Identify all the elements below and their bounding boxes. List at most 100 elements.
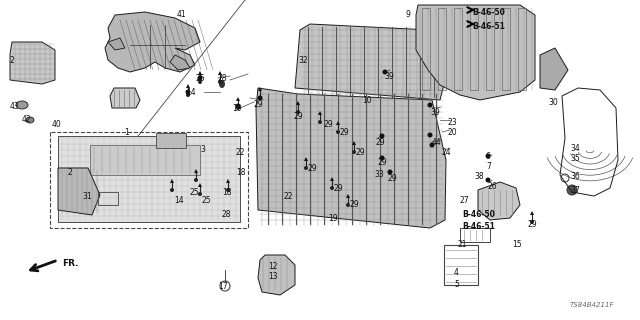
Text: 29: 29 xyxy=(378,158,388,167)
Polygon shape xyxy=(226,179,230,183)
Circle shape xyxy=(387,170,392,174)
Text: 35: 35 xyxy=(570,154,580,163)
Polygon shape xyxy=(58,168,100,215)
Polygon shape xyxy=(194,169,198,173)
Text: 39: 39 xyxy=(384,72,394,81)
Circle shape xyxy=(318,120,322,124)
Text: 38: 38 xyxy=(474,172,484,181)
Polygon shape xyxy=(58,136,240,222)
Circle shape xyxy=(296,110,300,114)
Text: 4: 4 xyxy=(454,268,459,277)
Text: 13: 13 xyxy=(268,272,278,281)
Text: 31: 31 xyxy=(82,192,92,201)
Polygon shape xyxy=(540,48,568,90)
Circle shape xyxy=(186,90,191,94)
Text: 43: 43 xyxy=(10,102,20,111)
Circle shape xyxy=(170,188,174,192)
Circle shape xyxy=(486,178,490,182)
Text: 25: 25 xyxy=(190,188,200,197)
Text: B-46-51: B-46-51 xyxy=(462,222,495,231)
Circle shape xyxy=(383,69,387,75)
Polygon shape xyxy=(416,5,535,100)
Polygon shape xyxy=(10,42,55,84)
Text: B-46-50: B-46-50 xyxy=(472,8,505,17)
Text: 41: 41 xyxy=(177,10,187,19)
Polygon shape xyxy=(295,24,445,100)
Text: 19: 19 xyxy=(328,214,338,223)
Text: 37: 37 xyxy=(570,186,580,195)
Polygon shape xyxy=(218,71,222,75)
Polygon shape xyxy=(256,88,446,228)
Text: 30: 30 xyxy=(548,98,557,107)
Polygon shape xyxy=(318,111,322,115)
Polygon shape xyxy=(296,101,300,105)
Polygon shape xyxy=(258,255,295,295)
Polygon shape xyxy=(530,211,534,215)
Text: 2: 2 xyxy=(10,56,15,65)
Text: 33: 33 xyxy=(374,170,384,179)
Circle shape xyxy=(380,156,385,161)
Ellipse shape xyxy=(222,211,228,219)
Circle shape xyxy=(304,166,308,170)
Circle shape xyxy=(486,154,490,158)
Circle shape xyxy=(429,142,435,148)
Text: B-46-50: B-46-50 xyxy=(462,210,495,219)
Text: 14: 14 xyxy=(186,88,196,97)
Text: 27: 27 xyxy=(460,196,470,205)
Text: 29: 29 xyxy=(356,148,365,157)
Polygon shape xyxy=(336,121,340,125)
Text: 28: 28 xyxy=(218,74,227,83)
Text: 34: 34 xyxy=(570,144,580,153)
Text: 29: 29 xyxy=(376,138,386,147)
Polygon shape xyxy=(346,194,350,198)
Text: 5: 5 xyxy=(454,280,459,289)
Polygon shape xyxy=(330,177,334,181)
Circle shape xyxy=(330,186,334,190)
Text: 23: 23 xyxy=(448,118,458,127)
Text: 18: 18 xyxy=(222,188,232,197)
Circle shape xyxy=(336,130,340,134)
Text: 42: 42 xyxy=(22,115,31,124)
Polygon shape xyxy=(90,145,200,175)
Text: B-46-51: B-46-51 xyxy=(472,22,505,31)
Circle shape xyxy=(530,220,534,224)
Text: 2: 2 xyxy=(68,168,73,177)
Text: 29: 29 xyxy=(324,120,333,129)
Text: 29: 29 xyxy=(294,112,303,121)
Text: 44: 44 xyxy=(432,138,442,147)
Text: 19: 19 xyxy=(232,104,242,113)
Circle shape xyxy=(198,80,202,84)
Circle shape xyxy=(257,95,262,100)
Circle shape xyxy=(567,185,577,195)
Text: 14: 14 xyxy=(174,196,184,205)
Circle shape xyxy=(194,178,198,182)
Polygon shape xyxy=(258,87,262,91)
Text: 22: 22 xyxy=(284,192,294,201)
Text: 25: 25 xyxy=(202,196,212,205)
Ellipse shape xyxy=(26,117,34,123)
Text: 29: 29 xyxy=(308,164,317,173)
Polygon shape xyxy=(478,182,520,220)
Text: 24: 24 xyxy=(442,148,452,157)
Polygon shape xyxy=(108,38,125,50)
Text: 32: 32 xyxy=(298,56,308,65)
Polygon shape xyxy=(170,179,174,183)
Text: 18: 18 xyxy=(236,168,246,177)
Circle shape xyxy=(346,203,350,207)
Circle shape xyxy=(236,106,240,110)
Text: 22: 22 xyxy=(236,148,246,157)
Text: 7: 7 xyxy=(486,162,491,171)
Polygon shape xyxy=(186,84,190,88)
Polygon shape xyxy=(170,55,190,70)
Text: FR.: FR. xyxy=(62,260,79,268)
Circle shape xyxy=(218,80,222,84)
Text: 10: 10 xyxy=(362,96,372,105)
Text: 28: 28 xyxy=(222,210,232,219)
Text: 40: 40 xyxy=(52,120,61,129)
Polygon shape xyxy=(156,133,186,148)
Text: 12: 12 xyxy=(268,262,278,271)
Text: 29: 29 xyxy=(528,220,538,229)
Polygon shape xyxy=(105,12,200,72)
Text: 36: 36 xyxy=(570,172,580,181)
Text: 29: 29 xyxy=(334,184,344,193)
